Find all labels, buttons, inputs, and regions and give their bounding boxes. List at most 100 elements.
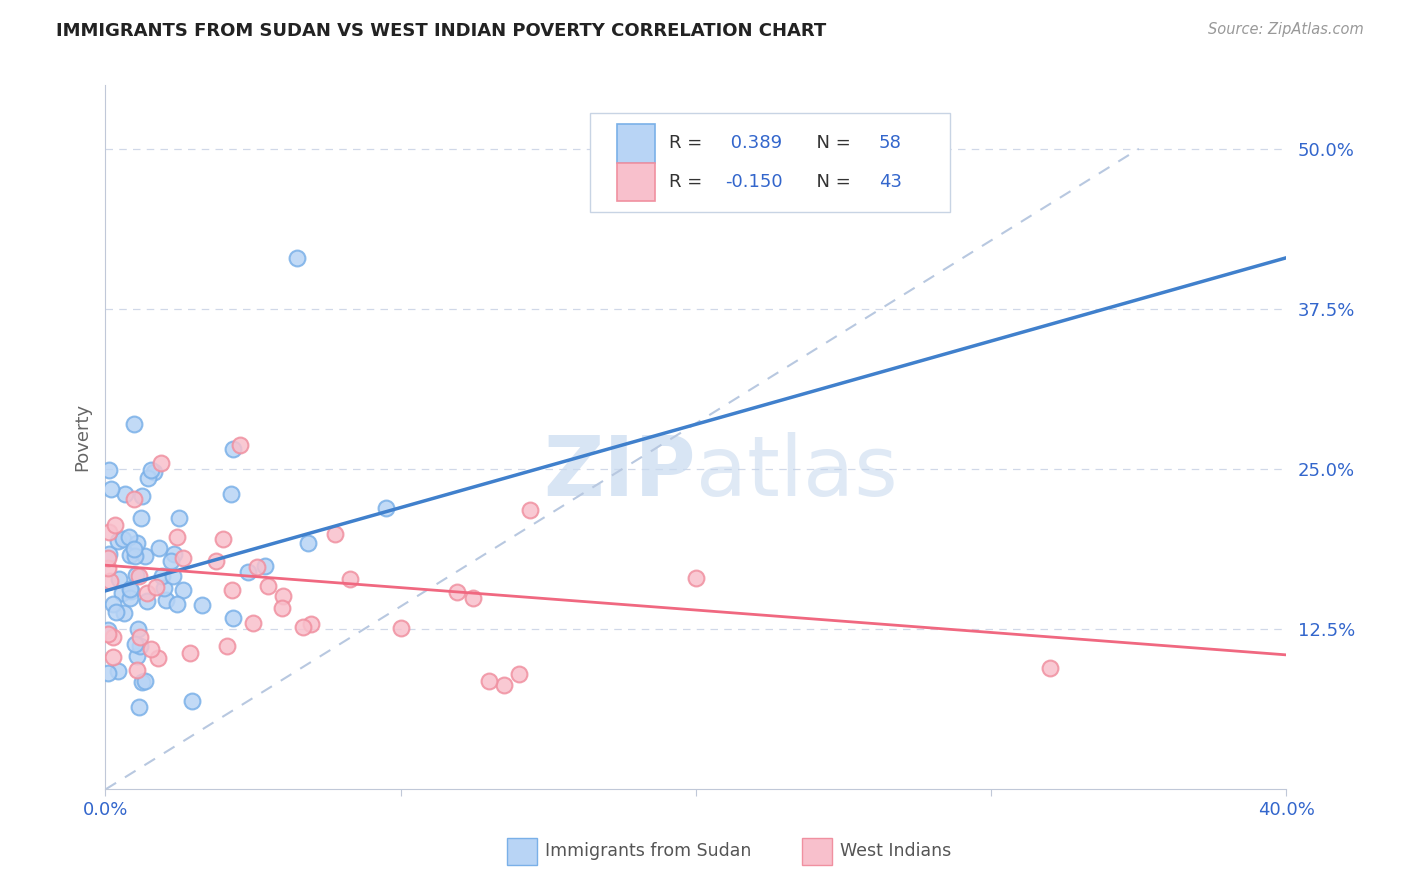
Point	[374, 500, 398, 515]
Point	[108, 572, 131, 586]
Point	[98, 463, 121, 477]
Point	[287, 251, 309, 265]
Point	[118, 591, 141, 605]
Bar	[508, 838, 537, 865]
Point	[256, 579, 278, 593]
Point	[105, 605, 128, 619]
Point	[97, 550, 120, 565]
Point	[125, 568, 148, 582]
Point	[136, 470, 159, 484]
Point	[271, 589, 294, 603]
Point	[148, 541, 170, 556]
Point	[103, 650, 125, 665]
Point	[131, 674, 153, 689]
Text: West Indians: West Indians	[839, 842, 952, 861]
Point	[191, 598, 214, 612]
Point	[685, 571, 707, 585]
Point	[143, 465, 166, 479]
Point	[136, 586, 159, 600]
Point	[446, 585, 468, 599]
Point	[508, 667, 530, 681]
Point	[120, 548, 142, 562]
Point	[222, 442, 245, 456]
Point	[150, 568, 173, 582]
Point	[179, 646, 201, 660]
Point	[519, 502, 541, 516]
Point	[236, 565, 259, 579]
Point	[297, 536, 319, 550]
Point	[242, 616, 264, 631]
Point	[299, 617, 322, 632]
Point	[205, 554, 228, 568]
Y-axis label: Poverty: Poverty	[73, 403, 91, 471]
Point	[1039, 661, 1062, 675]
Point	[104, 518, 127, 533]
Point	[167, 511, 190, 525]
Point	[162, 568, 184, 582]
Point	[111, 586, 134, 600]
Point	[211, 532, 233, 546]
Point	[120, 583, 142, 598]
Point	[127, 622, 149, 636]
Point	[122, 541, 145, 556]
Point	[134, 674, 156, 689]
Point	[97, 627, 120, 641]
Text: R =: R =	[669, 173, 707, 191]
Point	[134, 549, 156, 564]
Text: R =: R =	[669, 134, 707, 153]
Point	[160, 554, 183, 568]
Point	[127, 663, 149, 677]
Point	[111, 532, 134, 546]
Point	[118, 582, 141, 597]
Point	[222, 610, 245, 624]
Text: IMMIGRANTS FROM SUDAN VS WEST INDIAN POVERTY CORRELATION CHART: IMMIGRANTS FROM SUDAN VS WEST INDIAN POV…	[56, 22, 827, 40]
Point	[166, 530, 188, 544]
Point	[98, 574, 121, 588]
Point	[292, 620, 315, 634]
Point	[124, 549, 146, 563]
Point	[128, 699, 150, 714]
Point	[229, 438, 252, 452]
Text: 58: 58	[879, 134, 901, 153]
Text: N =: N =	[804, 134, 856, 153]
Point	[478, 673, 501, 688]
Text: 43: 43	[879, 173, 903, 191]
Point	[155, 592, 177, 607]
Point	[129, 639, 152, 653]
Point	[163, 547, 186, 561]
Text: 0.389: 0.389	[725, 134, 783, 153]
Point	[389, 620, 412, 634]
Point	[127, 648, 149, 663]
Point	[463, 591, 485, 605]
Point	[139, 463, 162, 477]
Point	[131, 489, 153, 503]
Text: ZIP: ZIP	[544, 432, 696, 513]
Point	[172, 582, 194, 597]
Point	[101, 597, 124, 611]
Point	[127, 536, 149, 550]
Point	[100, 482, 122, 496]
Point	[112, 606, 135, 620]
Point	[97, 623, 120, 637]
FancyBboxPatch shape	[589, 113, 950, 211]
Point	[97, 666, 120, 681]
Point	[98, 525, 121, 540]
Point	[135, 594, 157, 608]
Point	[221, 487, 243, 501]
Text: N =: N =	[804, 173, 856, 191]
Point	[124, 636, 146, 650]
Point	[129, 630, 152, 644]
Point	[215, 639, 238, 653]
Point	[153, 581, 176, 595]
Point	[107, 534, 129, 549]
Point	[101, 630, 124, 644]
Point	[146, 651, 169, 665]
Point	[128, 569, 150, 583]
Point	[149, 456, 172, 470]
Point	[492, 677, 515, 691]
Point	[97, 561, 120, 575]
Text: -0.150: -0.150	[725, 173, 783, 191]
Point	[98, 547, 121, 561]
Text: atlas: atlas	[696, 432, 897, 513]
Point	[145, 580, 167, 594]
